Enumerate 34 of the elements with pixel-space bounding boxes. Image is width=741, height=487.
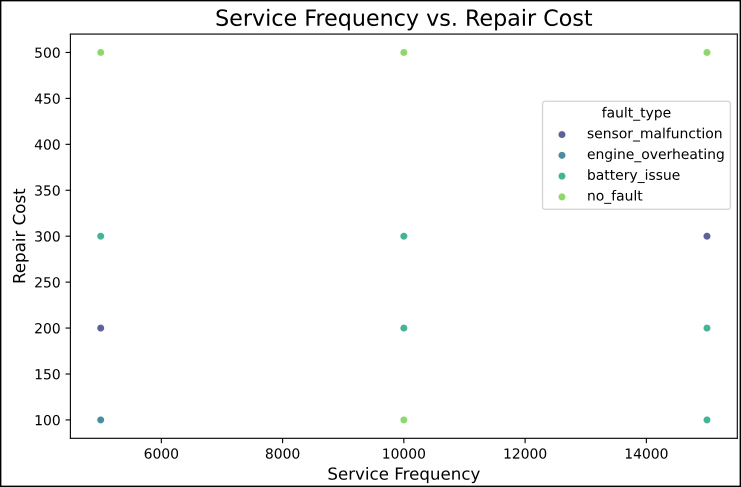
y-tick-label: 100: [36, 414, 60, 426]
y-axis-title: Repair Cost: [12, 188, 29, 282]
point: [96, 416, 105, 424]
point: [96, 324, 105, 332]
point: [702, 416, 712, 424]
point: [96, 232, 105, 240]
x-tick-label: 12000: [504, 448, 546, 459]
legend-label: sensor_malfunction: [588, 128, 722, 142]
x-tick-label: 8000: [266, 448, 300, 459]
legend-label: engine_overheating: [588, 148, 724, 162]
y-tick-label: 500: [35, 47, 60, 58]
y-tick-label: 150: [36, 368, 60, 380]
y-tick-label: 250: [35, 277, 60, 288]
legend-title: fault_type: [602, 106, 670, 121]
y-tick-label: 350: [35, 185, 60, 196]
point: [400, 324, 408, 332]
x-tick-label: 10000: [383, 448, 426, 459]
x-tick-label: 6000: [144, 448, 178, 459]
point: [702, 48, 712, 57]
point: [400, 416, 408, 424]
legend-label: battery_issue: [588, 169, 680, 184]
point: [400, 48, 408, 57]
point: [702, 232, 712, 240]
y-tick-label: 200: [35, 323, 60, 334]
y-tick-label: 400: [34, 139, 60, 150]
y-tick-label: 450: [34, 93, 60, 104]
point: [96, 48, 105, 57]
chart-title: Service Frequency vs. Repair Cost: [216, 8, 592, 30]
x-tick-label: 14000: [626, 448, 668, 459]
point: [400, 232, 408, 240]
y-tick-label: 300: [35, 231, 60, 242]
legend-label: no_fault: [588, 190, 642, 204]
x-axis-title: Service Frequency: [328, 467, 480, 484]
point: [702, 324, 712, 332]
